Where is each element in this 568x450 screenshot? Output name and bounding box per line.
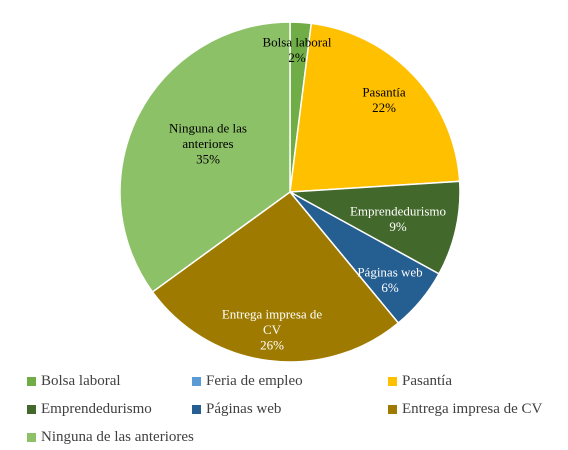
slice-label-paginas-web: Páginas web 6% (357, 264, 422, 295)
legend-item-pasantia: Pasantía (388, 373, 452, 390)
slice-label-pasantia: Pasantía 22% (362, 84, 406, 115)
legend-swatch (27, 433, 36, 442)
slice-emprendedurismo (287, 180, 461, 275)
legend-item-feria-de-empleo: Feria de empleo (192, 373, 303, 390)
legend-swatch (192, 405, 201, 414)
legend-item-ninguna-de-las-anteriores: Ninguna de las anteriores (27, 429, 194, 446)
legend-label: Emprendedurismo (41, 401, 152, 417)
legend-label: Ninguna de las anteriores (41, 429, 194, 445)
legend-label: Entrega impresa de CV (402, 401, 543, 417)
slice-pasantia (289, 22, 461, 193)
slice-label-bolsa-laboral: Bolsa laboral 2% (263, 34, 332, 65)
legend-swatch (27, 377, 36, 386)
legend: Bolsa laboral Feria de empleo Pasantía Empr… (0, 366, 568, 450)
legend-label: Feria de empleo (206, 373, 303, 389)
slice-entrega-impresa-de-cv (151, 190, 400, 363)
slice-label-entrega-impresa-de-cv: Entrega impresa de CV 26% (222, 307, 323, 353)
legend-swatch (27, 405, 36, 414)
legend-label: Páginas web (206, 401, 282, 417)
legend-swatch (388, 377, 397, 386)
legend-item-entrega-impresa-de-cv: Entrega impresa de CV (388, 401, 542, 418)
legend-item-bolsa-laboral: Bolsa laboral (27, 373, 121, 390)
pie-chart: Bolsa laboral 2% Pasantía 22% Emprendedurism… (119, 21, 461, 363)
slice-label-ninguna-de-las-anteriores: Ninguna de las anteriores 35% (169, 121, 247, 167)
legend-swatch (388, 405, 397, 414)
legend-swatch (192, 377, 201, 386)
legend-item-emprendedurismo: Emprendedurismo (27, 401, 152, 418)
slice-label-emprendedurismo: Emprendedurismo 9% (350, 203, 446, 234)
legend-item-paginas-web: Páginas web (192, 401, 281, 418)
legend-label: Pasantía (402, 373, 452, 389)
slice-ninguna-de-las-anteriores (119, 21, 291, 293)
legend-label: Bolsa laboral (41, 373, 121, 389)
